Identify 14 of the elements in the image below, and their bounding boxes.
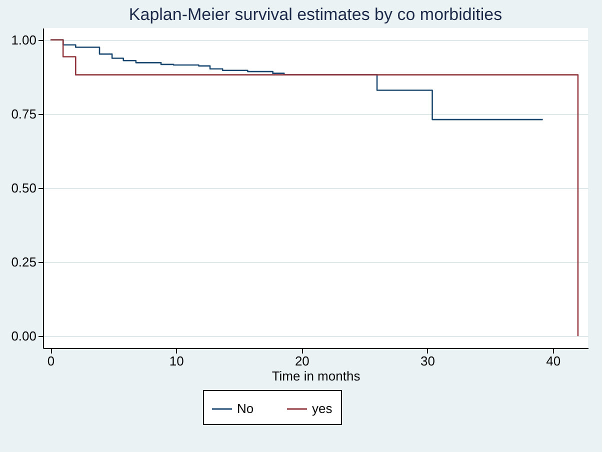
x-axis-title: Time in months bbox=[272, 368, 361, 384]
y-tick-label: 0.75 bbox=[11, 106, 36, 122]
x-tick-label: 30 bbox=[420, 354, 435, 368]
x-tick-label: 20 bbox=[294, 354, 310, 368]
x-tick-label: 0 bbox=[47, 354, 55, 368]
y-tick-label: 1.00 bbox=[11, 32, 36, 48]
y-tick-label: 0.25 bbox=[11, 254, 36, 270]
y-tick-label: 0.00 bbox=[11, 328, 36, 344]
legend-label: No bbox=[237, 401, 254, 416]
y-tick-label: 0.50 bbox=[11, 180, 36, 196]
x-tick-label: 10 bbox=[169, 354, 184, 368]
x-tick-label: 40 bbox=[546, 354, 561, 368]
legend-label: yes bbox=[312, 401, 333, 416]
chart-title: Kaplan-Meier survival estimates by co morbidities bbox=[128, 5, 502, 24]
